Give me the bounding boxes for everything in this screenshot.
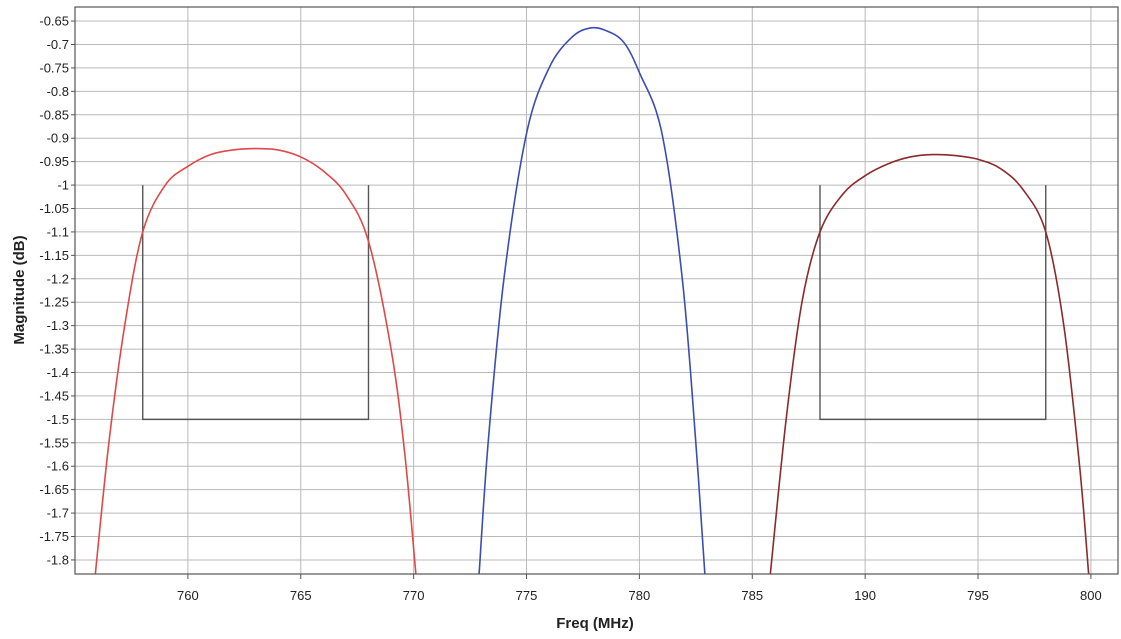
plot-area (75, 7, 1118, 574)
y-tick-label: -0.85 (39, 107, 69, 122)
y-tick-label: -1.65 (39, 482, 69, 497)
x-tick-label: 800 (1080, 588, 1102, 603)
y-tick-label: -1.75 (39, 529, 69, 544)
mask-box (819, 185, 1047, 421)
x-tick-label: 775 (516, 588, 538, 603)
x-tick-label: 780 (629, 588, 651, 603)
y-tick-label: -1.4 (47, 365, 69, 380)
grid (75, 7, 1118, 574)
y-tick-label: -1 (57, 178, 69, 193)
series-line (478, 26, 706, 574)
y-tick-label: -1.55 (39, 435, 69, 450)
mask-box (142, 185, 370, 421)
x-axis-ticks: 760 765 770 775 780 785 190 795 800 (177, 574, 1102, 603)
x-tick-label: 190 (854, 588, 876, 603)
y-tick-label: -1.45 (39, 388, 69, 403)
x-tick-label: 785 (741, 588, 763, 603)
y-tick-label: -1.1 (47, 224, 69, 239)
x-tick-label: 760 (177, 588, 199, 603)
y-tick-label: -1.25 (39, 295, 69, 310)
plot-frame (74, 6, 1119, 575)
y-tick-label: -1.7 (47, 506, 69, 521)
curves (94, 26, 1090, 574)
y-tick-label: -0.65 (39, 14, 69, 29)
y-tick-label: -0.8 (47, 84, 69, 99)
y-tick-label: -1.3 (47, 318, 69, 333)
y-axis-title: Magnitude (dB) (11, 235, 28, 344)
series-line (94, 147, 417, 574)
y-tick-label: -1.15 (39, 248, 69, 263)
y-tick-label: -1.8 (47, 552, 69, 567)
x-axis-title: Freq (MHz) (556, 615, 634, 632)
y-axis-ticks: -0.65 -0.7 -0.75 -0.8 -0.85 -0.9 -0.95 -1 -1.05 -… (39, 14, 75, 567)
y-tick-label: -0.9 (47, 131, 69, 146)
y-tick-label: -1.05 (39, 201, 69, 216)
y-tick-label: -0.7 (47, 37, 69, 52)
y-tick-label: -0.75 (39, 60, 69, 75)
y-tick-label: -1.6 (47, 459, 69, 474)
y-tick-label: -0.95 (39, 154, 69, 169)
x-tick-label: 795 (967, 588, 989, 603)
y-tick-label: -1.5 (47, 412, 69, 427)
series-line (769, 153, 1090, 574)
y-tick-label: -1.2 (47, 271, 69, 286)
x-tick-label: 765 (290, 588, 312, 603)
mask-boxes (142, 185, 1047, 421)
x-tick-label: 770 (403, 588, 425, 603)
y-tick-label: -1.35 (39, 342, 69, 357)
